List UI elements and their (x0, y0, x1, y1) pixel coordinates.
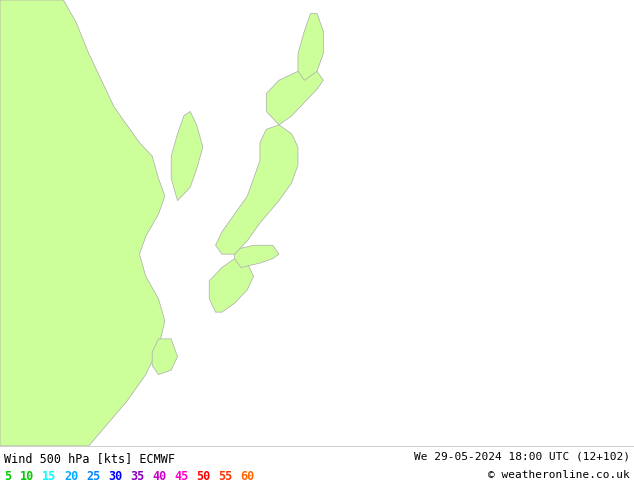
Polygon shape (209, 259, 254, 312)
Polygon shape (298, 13, 323, 80)
Text: We 29-05-2024 18:00 UTC (12+102): We 29-05-2024 18:00 UTC (12+102) (414, 452, 630, 462)
Polygon shape (152, 339, 178, 374)
Text: 20: 20 (64, 470, 78, 483)
Text: 55: 55 (218, 470, 232, 483)
Text: 25: 25 (86, 470, 100, 483)
Text: © weatheronline.co.uk: © weatheronline.co.uk (488, 470, 630, 480)
Text: Wind 500 hPa [kts] ECMWF: Wind 500 hPa [kts] ECMWF (4, 452, 175, 465)
Text: 30: 30 (108, 470, 122, 483)
Text: 10: 10 (20, 470, 34, 483)
Text: 50: 50 (196, 470, 210, 483)
Polygon shape (235, 245, 279, 268)
Text: 15: 15 (42, 470, 56, 483)
Text: 35: 35 (130, 470, 145, 483)
Text: 5: 5 (4, 470, 11, 483)
Text: 45: 45 (174, 470, 188, 483)
Text: 40: 40 (152, 470, 166, 483)
Text: 60: 60 (240, 470, 254, 483)
Polygon shape (171, 112, 203, 201)
Polygon shape (266, 72, 323, 125)
Polygon shape (0, 0, 165, 446)
Polygon shape (216, 125, 298, 254)
